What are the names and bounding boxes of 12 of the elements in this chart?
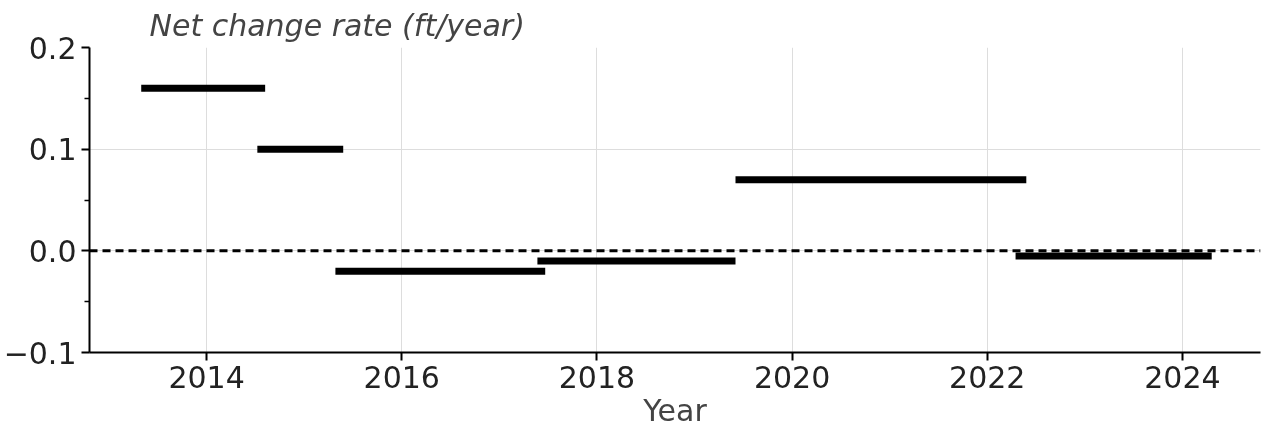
x-tick-label: 2014 [168, 359, 245, 395]
chart-title: Net change rate (ft/year) [149, 7, 525, 43]
y-tick-label: 0.1 [28, 132, 77, 168]
y-tick-label: 0.2 [28, 30, 77, 66]
y-tick-label: −0.1 [3, 335, 77, 371]
x-axis-title: Year [642, 392, 708, 428]
x-tick-label: 2018 [558, 359, 636, 395]
x-tick-label: 2020 [753, 359, 831, 395]
x-tick-label: 2016 [363, 359, 440, 395]
text: 0.0 [28, 233, 77, 269]
x-tick-label: 2024 [1144, 359, 1221, 395]
x-tick-label: 2022 [949, 359, 1026, 395]
